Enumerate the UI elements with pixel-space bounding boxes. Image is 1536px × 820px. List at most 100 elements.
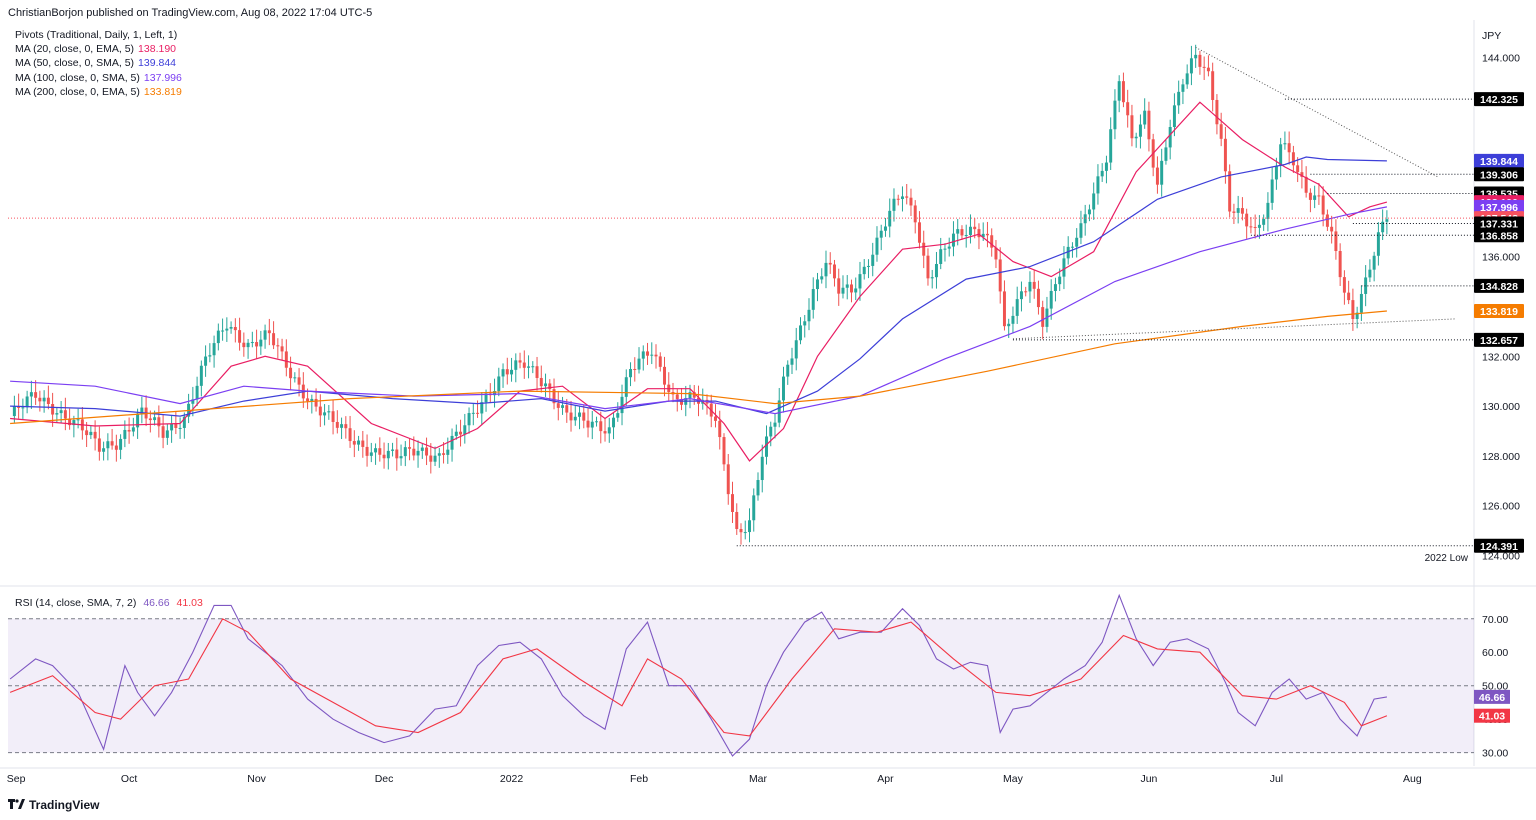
ma-line-2 <box>10 206 1388 415</box>
candle-body <box>862 266 866 275</box>
candle-body <box>1104 162 1108 171</box>
legend-ma50[interactable]: MA (50, close, 0, SMA, 5) 139.844 <box>15 56 182 70</box>
candle-body <box>365 446 369 456</box>
candle-body <box>1351 300 1355 320</box>
rsi-legend-sma: 41.03 <box>176 597 203 609</box>
candle-body <box>314 398 318 407</box>
rsi-value-label-bg <box>1474 708 1510 723</box>
candle-body <box>131 427 135 432</box>
candle-body <box>391 449 395 451</box>
candle-body <box>1253 226 1257 228</box>
candle-body <box>140 407 144 414</box>
candle-body <box>595 421 599 423</box>
candle-body <box>548 383 552 390</box>
candle-body <box>947 246 951 249</box>
candle-body <box>1321 195 1325 215</box>
candle-body <box>170 423 174 431</box>
price-tick-label: 136.000 <box>1482 252 1520 264</box>
candle-body <box>658 356 662 367</box>
candle-body <box>994 247 998 260</box>
time-tick-label: Jul <box>1270 773 1283 785</box>
candle-body <box>624 377 628 397</box>
candle-body <box>1245 213 1249 227</box>
legend-ma20[interactable]: MA (20, close, 0, EMA, 5) 138.190 <box>15 42 182 56</box>
candle-body <box>306 398 310 402</box>
candle-body <box>454 431 458 436</box>
rsi-value-label-text: 46.66 <box>1479 692 1505 704</box>
candle-body <box>756 480 760 496</box>
price-tick-label: 128.000 <box>1482 451 1520 463</box>
candle-body <box>233 327 237 331</box>
price-label-text: 134.828 <box>1480 281 1518 293</box>
candle-body <box>883 226 887 231</box>
candle-body <box>1177 91 1181 106</box>
price-label-text: 137.996 <box>1480 202 1518 214</box>
candle-body <box>1126 102 1130 116</box>
time-tick-label: Oct <box>121 773 137 785</box>
candle-body <box>773 422 777 427</box>
candle-body <box>633 368 637 370</box>
candle-body <box>21 407 25 409</box>
candle-body <box>68 418 72 426</box>
candle-body <box>1172 105 1176 127</box>
candle-body <box>352 441 356 445</box>
candle-body <box>1274 165 1278 180</box>
candle-body <box>153 417 157 421</box>
price-label-text: 133.819 <box>1480 306 1518 318</box>
candle-body <box>1160 160 1164 185</box>
price-label-bg <box>1474 228 1524 243</box>
price-label-bg <box>1474 332 1524 347</box>
candle-body <box>1334 231 1338 252</box>
candle-body <box>714 416 717 421</box>
legend-ma100-value: 137.996 <box>143 71 182 84</box>
candle-body <box>1083 214 1087 224</box>
legend-ma200[interactable]: MA (200, close, 0, EMA, 5) 133.819 <box>15 85 182 99</box>
candle-body <box>1211 71 1215 100</box>
price-label-bg <box>1474 92 1524 107</box>
rsi-legend[interactable]: RSI (14, close, SMA, 7, 2) 46.66 41.03 <box>15 597 207 609</box>
candle-body <box>998 259 1002 292</box>
candle-body <box>1279 144 1283 166</box>
candle-body <box>1296 165 1300 173</box>
price-label-text: 139.844 <box>1480 156 1518 168</box>
candle-body <box>29 392 33 397</box>
candle-body <box>1028 281 1032 292</box>
legend-pivots[interactable]: Pivots (Traditional, Daily, 1, Left, 1) <box>15 28 182 42</box>
candle-body <box>956 229 960 234</box>
candle-body <box>97 438 101 452</box>
candle-body <box>420 447 424 451</box>
candle-body <box>1381 221 1385 233</box>
candle-body <box>471 412 475 414</box>
candle-body <box>85 430 89 436</box>
candle-body <box>718 420 722 438</box>
candle-body <box>1036 288 1040 308</box>
candle-body <box>497 376 501 392</box>
candle-body <box>1113 100 1117 130</box>
price-tick-label: 132.000 <box>1482 351 1520 363</box>
candle-body <box>199 365 203 386</box>
candle-body <box>522 362 526 368</box>
candle-body <box>225 328 229 331</box>
legend-ma200-value: 133.819 <box>143 85 182 98</box>
candle-body <box>38 397 42 402</box>
candle-body <box>539 377 543 387</box>
candle-body <box>616 413 620 418</box>
rsi-legend-value: 46.66 <box>143 597 170 609</box>
candle-body <box>926 255 930 279</box>
candle-body <box>51 404 55 415</box>
candle-body <box>922 242 926 256</box>
candle-body <box>331 411 335 422</box>
candle-body <box>514 360 518 370</box>
candle-body <box>293 377 297 379</box>
candle-body <box>1304 176 1308 193</box>
candle-body <box>531 366 535 368</box>
legend-ma100[interactable]: MA (100, close, 0, SMA, 5) 137.996 <box>15 71 182 85</box>
candle-body <box>323 412 327 416</box>
candle-body <box>493 391 497 396</box>
candle-body <box>165 430 169 438</box>
time-tick-label: Apr <box>877 773 894 785</box>
candle-body <box>985 233 989 236</box>
candle-body <box>1189 58 1193 74</box>
candle-body <box>612 417 616 428</box>
